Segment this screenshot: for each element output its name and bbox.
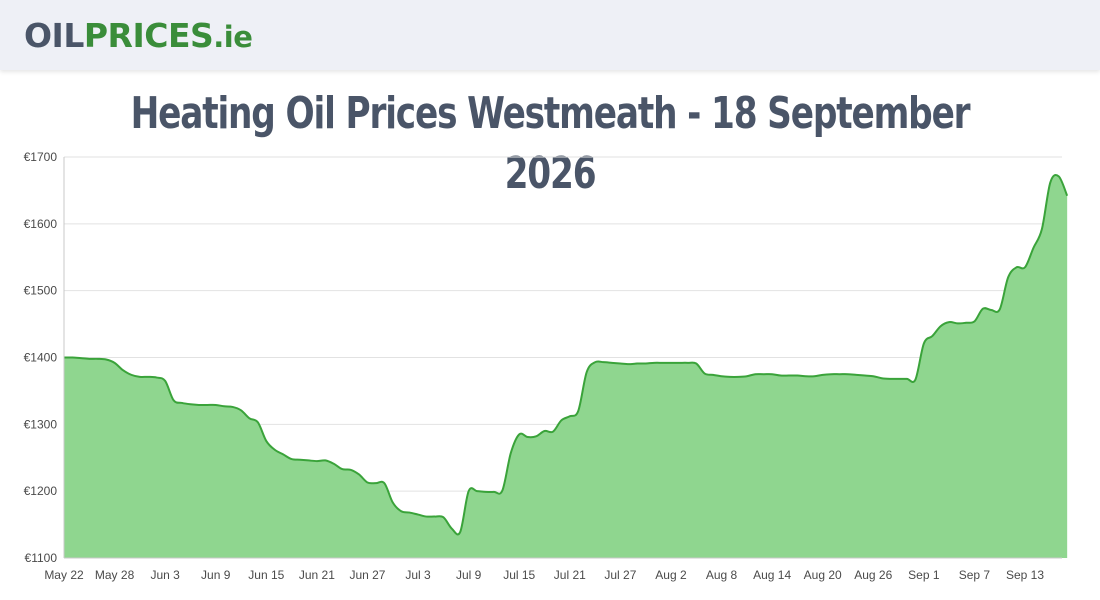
y-tick-label: €1100 [25,551,58,565]
y-tick-labels: €1100 €1200 €1300 €1400 €1500 €1600 €1700 [24,150,58,565]
y-tick-label: €1300 [24,417,58,431]
site-logo[interactable]: OILPRICES.ie [24,14,253,59]
x-tick-label: Sep 1 [908,568,940,582]
page-title: Heating Oil Prices Westmeath - 18 Septem… [130,88,971,199]
logo-prices: PRICES [83,16,214,55]
x-tick-label: Jul 21 [554,568,586,582]
x-tick-label: Aug 2 [655,568,687,582]
y-tick-label: €1400 [24,351,58,365]
x-tick-label: Aug 20 [804,568,842,582]
logo-oil: OIL [24,16,84,55]
price-line [63,173,1069,536]
x-tick-label: Jun 21 [299,568,335,582]
x-tick-label: Sep 13 [1006,568,1044,582]
price-area [64,174,1068,558]
x-tick-label: Jun 3 [150,568,180,582]
x-tick-label: May 22 [44,568,84,582]
x-tick-label: Jun 27 [349,568,385,582]
x-tick-label: Jul 3 [405,568,431,582]
y-tick-label: €1500 [24,284,58,298]
logo-tld: .ie [213,20,253,54]
y-tick-label: €1600 [24,217,58,231]
x-tick-label: Sep 7 [959,568,991,582]
x-tick-labels: May 22 May 28 Jun 3 Jun 9 Jun 15 Jun 21 Jun 27… [44,568,1044,582]
y-tick-label: €1200 [24,484,58,498]
x-tick-label: Jul 27 [604,568,636,582]
x-tick-label: Jun 15 [248,568,284,582]
x-tick-label: Aug 8 [706,568,738,582]
x-tick-label: Jul 15 [503,568,535,582]
site-header: OILPRICES.ie [0,0,1100,70]
x-tick-label: Jul 9 [456,568,482,582]
y-tick-label: €1700 [24,150,58,164]
x-tick-label: May 28 [95,568,135,582]
x-tick-label: Aug 14 [753,568,791,582]
x-tick-label: Jun 9 [201,568,231,582]
x-tick-label: Aug 26 [854,568,892,582]
